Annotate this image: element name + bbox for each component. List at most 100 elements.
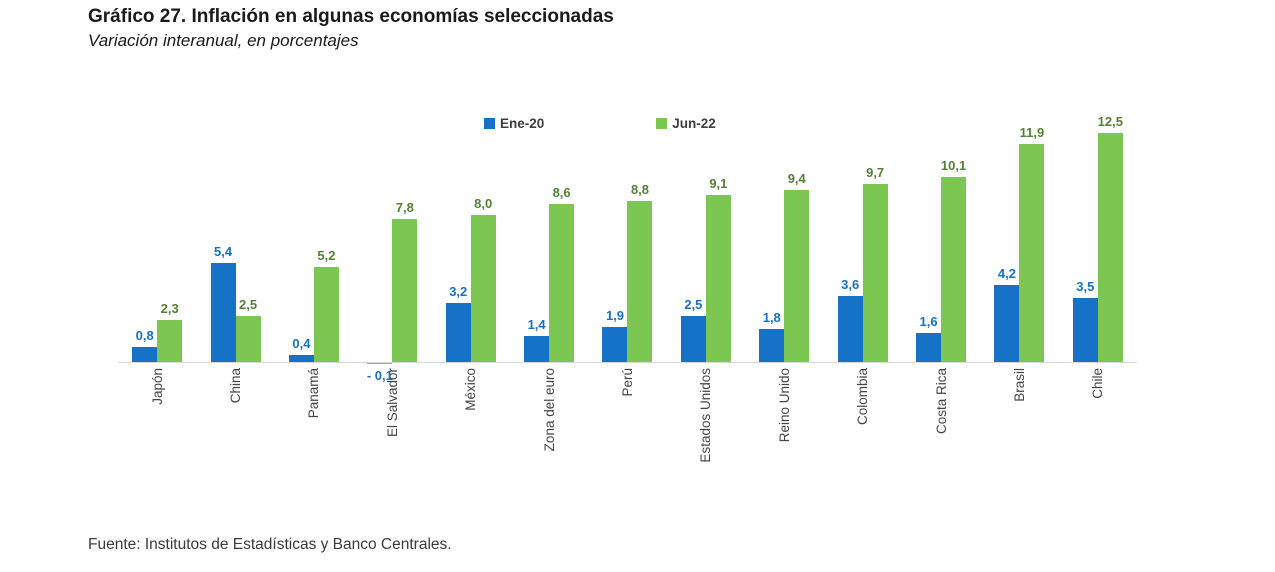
x-axis-label: Zona del euro bbox=[541, 368, 557, 452]
bar-jun-22 bbox=[470, 215, 496, 362]
bar-ene-20 bbox=[602, 327, 628, 362]
value-label-jun-22: 9,1 bbox=[709, 176, 728, 192]
bar-group: 1,8 9,4 bbox=[745, 120, 823, 362]
legend-label-jun22: Jun-22 bbox=[672, 116, 716, 131]
x-axis-label-cell: Estados Unidos bbox=[667, 368, 745, 463]
bar-ene-20 bbox=[837, 296, 863, 362]
bar-group: 1,6 10,1 bbox=[902, 120, 980, 362]
value-label-jun-22: 5,2 bbox=[317, 247, 336, 263]
bar-jun-22 bbox=[627, 200, 653, 362]
x-axis-label: Reino Unido bbox=[776, 368, 792, 443]
bar-jun-22 bbox=[392, 219, 418, 362]
bar-ene-20 bbox=[288, 354, 314, 362]
bar-jun-22 bbox=[235, 316, 261, 362]
bar-ene-20 bbox=[132, 347, 158, 362]
bar-group: 1,4 8,6 bbox=[510, 120, 588, 362]
x-axis-label-cell: Brasil bbox=[980, 368, 1058, 402]
x-axis-label: Panamá bbox=[306, 368, 322, 419]
bar-ene-20 bbox=[759, 329, 785, 362]
value-label-jun-22: 9,4 bbox=[787, 170, 806, 186]
bar-jun-22 bbox=[1019, 143, 1045, 362]
x-axis-label-cell: Japón bbox=[118, 368, 196, 405]
bar-group: 3,2 8,0 bbox=[432, 120, 510, 362]
bar-ene-20 bbox=[367, 362, 393, 364]
bar-ene-20 bbox=[210, 263, 236, 362]
value-label-jun-22: 12,5 bbox=[1097, 113, 1123, 129]
bar-ene-20 bbox=[994, 285, 1020, 362]
value-label-ene-20: 5,4 bbox=[214, 244, 233, 259]
bar-group: 3,6 9,7 bbox=[823, 120, 901, 362]
x-axis-line bbox=[118, 362, 1137, 363]
bar-ene-20 bbox=[680, 316, 706, 362]
x-axis-label-cell: México bbox=[432, 368, 510, 411]
value-label-jun-22: 10,1 bbox=[940, 157, 967, 173]
value-label-ene-20: 1,9 bbox=[605, 308, 625, 324]
value-label-ene-20: 2,5 bbox=[684, 297, 703, 313]
value-label-jun-22: 7,8 bbox=[395, 200, 414, 215]
value-label-jun-22: 8,8 bbox=[630, 181, 650, 197]
bar-group: 5,4 2,5 bbox=[196, 120, 274, 362]
x-axis-label-cell: Zona del euro bbox=[510, 368, 588, 451]
bar-ene-20 bbox=[916, 332, 942, 362]
value-label-ene-20: 0,8 bbox=[135, 328, 154, 344]
bar-jun-22 bbox=[705, 195, 731, 362]
plot-area: 0,8 2,3 5,4 2,5 0,4 5,2- 0,1 7,8 3,2 8,0 1,4 8,6 1,… bbox=[118, 114, 1137, 383]
bar-group: 0,8 2,3 bbox=[118, 120, 196, 362]
bar-jun-22 bbox=[862, 184, 888, 362]
x-axis-label: El Salvador bbox=[384, 368, 400, 438]
x-axis-label: México bbox=[463, 368, 479, 411]
bar-jun-22 bbox=[1097, 132, 1123, 362]
source-note: Fuente: Institutos de Estadísticas y Ban… bbox=[88, 536, 452, 553]
legend-item-jun22: Jun-22 bbox=[656, 116, 716, 131]
bar-group: - 0,1 7,8 bbox=[353, 120, 431, 383]
value-label-ene-20: 3,6 bbox=[841, 277, 860, 292]
x-axis-label-cell: Colombia bbox=[823, 368, 901, 425]
x-axis-label: Costa Rica bbox=[933, 368, 949, 435]
chart-title: Gráfico 27. Inflación en algunas economí… bbox=[88, 6, 614, 27]
x-axis-label: Estados Unidos bbox=[698, 368, 714, 463]
value-label-jun-22: 2,5 bbox=[239, 297, 258, 313]
legend-item-ene20: Ene-20 bbox=[484, 116, 544, 131]
bar-ene-20 bbox=[1072, 297, 1098, 362]
bar-jun-22 bbox=[941, 176, 967, 362]
x-axis-label-cell: Chile bbox=[1059, 368, 1137, 399]
value-label-jun-22: 8,6 bbox=[552, 185, 571, 201]
x-axis-label: China bbox=[228, 368, 244, 404]
x-axis-label: Japón bbox=[149, 368, 165, 405]
legend-swatch-ene20-icon bbox=[484, 118, 495, 129]
x-axis-label-cell: Perú bbox=[588, 368, 666, 397]
legend-swatch-jun22-icon bbox=[656, 118, 668, 129]
x-axis-label-cell: Panamá bbox=[275, 368, 353, 418]
bar-group: 0,4 5,2 bbox=[275, 120, 353, 362]
value-label-ene-20: 3,5 bbox=[1076, 278, 1095, 294]
x-axis-label: Chile bbox=[1090, 368, 1106, 399]
bar-ene-20 bbox=[524, 336, 550, 362]
bar-jun-22 bbox=[784, 189, 810, 362]
value-label-jun-22: 8,0 bbox=[474, 196, 493, 212]
bar-group: 4,2 11,9 bbox=[980, 120, 1058, 362]
chart-subtitle: Variación interanual, en porcentajes bbox=[88, 31, 359, 50]
value-label-jun-22: 11,9 bbox=[1019, 124, 1045, 140]
value-label-ene-20: 0,4 bbox=[292, 335, 311, 351]
bar-jun-22 bbox=[313, 266, 339, 362]
x-axis-labels: Japón China Panamá El Salvador México Zona de… bbox=[118, 368, 1137, 518]
bar-jun-22 bbox=[549, 204, 575, 362]
value-label-ene-20: 1,6 bbox=[919, 313, 938, 329]
value-label-ene-20: 4,2 bbox=[997, 266, 1016, 281]
legend: Ene-20 Jun-22 bbox=[484, 116, 716, 131]
bar-group: 1,9 8,8 bbox=[588, 120, 666, 362]
x-axis-label: Brasil bbox=[1011, 368, 1027, 402]
x-axis-label: Colombia bbox=[855, 368, 871, 426]
value-label-ene-20: 1,4 bbox=[527, 317, 546, 333]
x-axis-label: Perú bbox=[619, 368, 635, 397]
value-label-ene-20: 3,2 bbox=[449, 284, 468, 300]
bar-ene-20 bbox=[445, 303, 471, 362]
bar-group: 2,5 9,1 bbox=[667, 120, 745, 362]
legend-label-ene20: Ene-20 bbox=[500, 116, 545, 131]
value-label-jun-22: 2,3 bbox=[160, 300, 179, 316]
value-label-jun-22: 9,7 bbox=[866, 165, 885, 181]
x-axis-label-cell: China bbox=[196, 368, 274, 403]
x-axis-label-cell: Reino Unido bbox=[745, 368, 823, 442]
x-axis-label-cell: El Salvador bbox=[353, 368, 431, 437]
